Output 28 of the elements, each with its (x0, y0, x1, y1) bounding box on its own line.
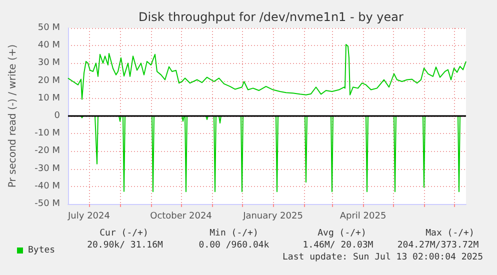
y-tick-label: -20 M (34, 146, 60, 156)
text: 0.00 /960.04k (198, 240, 270, 250)
y-tick-label: -10 M (34, 128, 60, 139)
y-tick-label: 50 M (38, 23, 60, 33)
y-tick-label: 40 M (38, 40, 60, 51)
y-tick-label: 0 (54, 111, 60, 121)
y-tick-label: 30 M (38, 58, 60, 68)
text: Last update: Sun Jul 13 02:00:04 2025 (282, 252, 483, 262)
text: 1.46M/ 20.03M (302, 240, 374, 250)
y-tick-label: 10 M (38, 93, 60, 104)
legend-label: Bytes (28, 246, 56, 256)
y-tick-label: -30 M (34, 164, 60, 174)
line-series (68, 44, 466, 100)
x-tick-label: October 2024 (150, 212, 212, 222)
x-tick-label: July 2024 (67, 212, 110, 222)
text: Cur (-/+) (100, 228, 148, 238)
text: Max (-/+) (426, 228, 474, 238)
chart-title: Disk throughput for /dev/nvme1n1 - by year (138, 10, 404, 24)
text: Min (-/+) (210, 228, 258, 238)
y-axis-title: Pr second read (-) / write (+) (8, 44, 18, 188)
text: Avg (-/+) (318, 228, 366, 238)
x-tick-label: January 2025 (242, 212, 303, 222)
y-tick-label: -40 M (34, 181, 60, 192)
y-tick-label: 20 M (38, 76, 60, 86)
y-tick-label: -50 M (34, 199, 60, 209)
text: 20.90k/ 31.16M (87, 240, 164, 250)
text: 204.27M/373.72M (397, 240, 480, 250)
x-tick-label: April 2025 (340, 212, 386, 222)
